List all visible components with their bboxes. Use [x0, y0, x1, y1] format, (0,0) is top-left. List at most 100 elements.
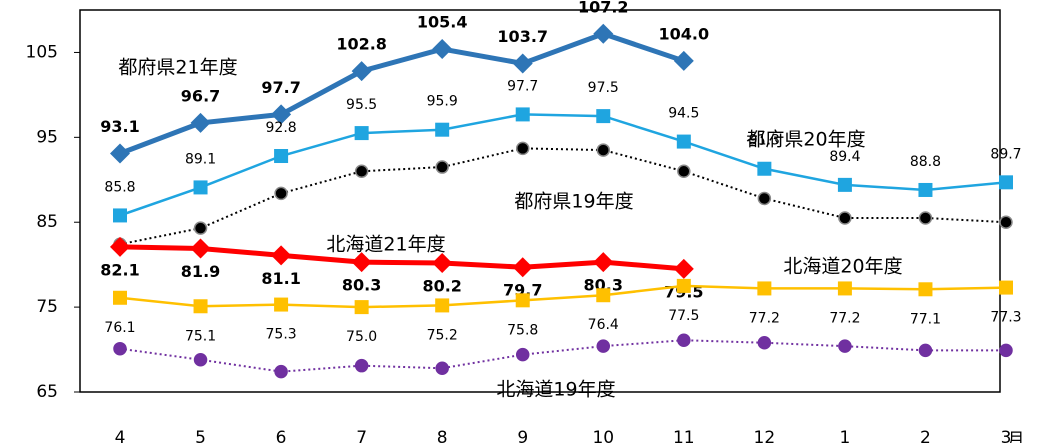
value-label: 103.7	[497, 27, 548, 46]
marker	[193, 221, 208, 235]
marker	[677, 333, 691, 347]
value-label: 75.1	[185, 328, 216, 344]
marker	[838, 211, 852, 225]
marker	[596, 288, 611, 303]
marker	[838, 339, 852, 353]
marker	[432, 39, 453, 60]
x-tick-label: 10	[592, 428, 614, 443]
marker	[757, 161, 772, 176]
value-label: 89.7	[990, 146, 1021, 162]
y-tick-label: 95	[36, 127, 58, 147]
marker	[918, 211, 933, 225]
value-label: 89.1	[185, 151, 216, 167]
value-label: 89.4	[829, 149, 860, 165]
marker	[673, 50, 694, 71]
series-line	[119, 339, 1006, 373]
marker	[677, 164, 691, 179]
marker	[515, 141, 530, 156]
value-label: 75.3	[266, 327, 297, 343]
marker	[193, 352, 208, 367]
marker	[274, 364, 288, 379]
series-line	[119, 284, 1007, 309]
y-tick-label: 75	[36, 297, 58, 317]
marker	[512, 53, 533, 74]
x-tick-label: 7	[356, 428, 367, 443]
value-label: 95.9	[427, 94, 458, 110]
series-name: 北海道19年度	[496, 379, 615, 401]
value-label: 104.0	[659, 24, 710, 43]
value-label: 76.1	[104, 320, 135, 336]
value-label: 97.5	[588, 80, 619, 96]
marker	[193, 180, 208, 195]
x-tick-label: 9	[517, 428, 528, 443]
x-tick-label: 1	[839, 428, 850, 443]
y-tick-label: 85	[36, 212, 58, 232]
value-label: 81.1	[261, 269, 300, 288]
value-label: 80.3	[342, 276, 381, 295]
marker	[515, 347, 530, 362]
series-name: 都府県21年度	[118, 57, 237, 79]
x-tick-label: 5	[195, 428, 206, 443]
marker	[110, 143, 130, 164]
marker	[918, 182, 933, 197]
marker	[110, 236, 130, 257]
marker	[113, 290, 127, 305]
value-label: 82.1	[100, 260, 139, 279]
x-tick-label: 8	[437, 428, 448, 443]
x-tick-label: 6	[276, 428, 287, 443]
marker	[274, 186, 288, 201]
series-name: 都府県19年度	[514, 191, 633, 213]
marker	[593, 252, 614, 273]
marker	[673, 258, 694, 279]
marker	[113, 208, 127, 223]
value-label: 75.0	[346, 329, 377, 345]
marker	[596, 143, 611, 157]
marker	[596, 339, 611, 353]
marker	[837, 281, 852, 296]
marker	[999, 215, 1013, 229]
marker	[354, 358, 369, 373]
marker	[190, 238, 211, 259]
marker	[676, 134, 691, 149]
marker	[354, 164, 369, 179]
marker	[593, 23, 614, 44]
marker	[351, 252, 372, 273]
marker	[435, 122, 450, 137]
value-label: 81.9	[181, 262, 220, 281]
value-label: 93.1	[100, 117, 139, 136]
marker	[999, 280, 1013, 295]
series-name: 北海道21年度	[326, 234, 445, 256]
marker	[757, 281, 772, 296]
value-label: 77.3	[990, 310, 1021, 326]
x-tick-label: 4	[115, 428, 126, 443]
marker	[435, 298, 450, 313]
marker	[837, 177, 852, 192]
marker	[515, 293, 530, 308]
marker	[999, 343, 1013, 358]
series-name: 都府県20年度	[746, 129, 865, 151]
value-label: 77.2	[749, 310, 780, 326]
x-tick-label: 12	[754, 428, 776, 443]
series-line	[119, 147, 1007, 246]
marker	[757, 191, 772, 206]
y-tick-label: 65	[36, 382, 58, 402]
marker	[918, 343, 933, 358]
value-label: 88.8	[910, 154, 941, 170]
value-label: 94.5	[668, 106, 699, 122]
marker	[190, 112, 211, 133]
value-label: 105.4	[417, 13, 468, 32]
marker	[757, 336, 772, 350]
y-tick-label: 105	[26, 42, 58, 62]
plot-frame	[79, 9, 1001, 393]
series-line	[119, 113, 1007, 217]
marker	[918, 282, 933, 297]
value-label: 77.2	[829, 310, 860, 326]
value-label: 75.2	[427, 327, 458, 343]
marker	[999, 175, 1013, 190]
marker	[271, 245, 292, 266]
value-label: 96.7	[181, 86, 220, 105]
value-label: 80.3	[584, 276, 623, 295]
value-label: 95.5	[346, 97, 377, 113]
value-label: 77.1	[910, 311, 941, 327]
